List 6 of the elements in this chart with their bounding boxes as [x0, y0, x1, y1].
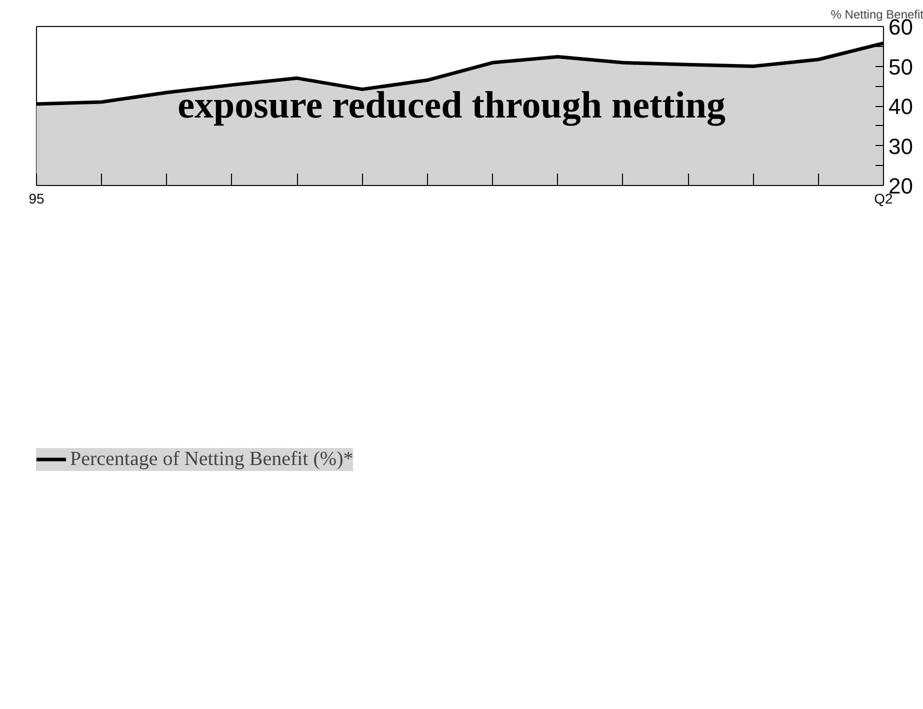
- y-tick-label: 30: [888, 134, 913, 159]
- y-tick-label: 50: [888, 54, 913, 80]
- x-tick-label: 95: [28, 190, 44, 206]
- annotation: exposure reduced through netting: [178, 84, 726, 127]
- legend-label: Percentage of Netting Benefit (%)*: [70, 448, 354, 470]
- y-tick-label: 40: [888, 94, 913, 119]
